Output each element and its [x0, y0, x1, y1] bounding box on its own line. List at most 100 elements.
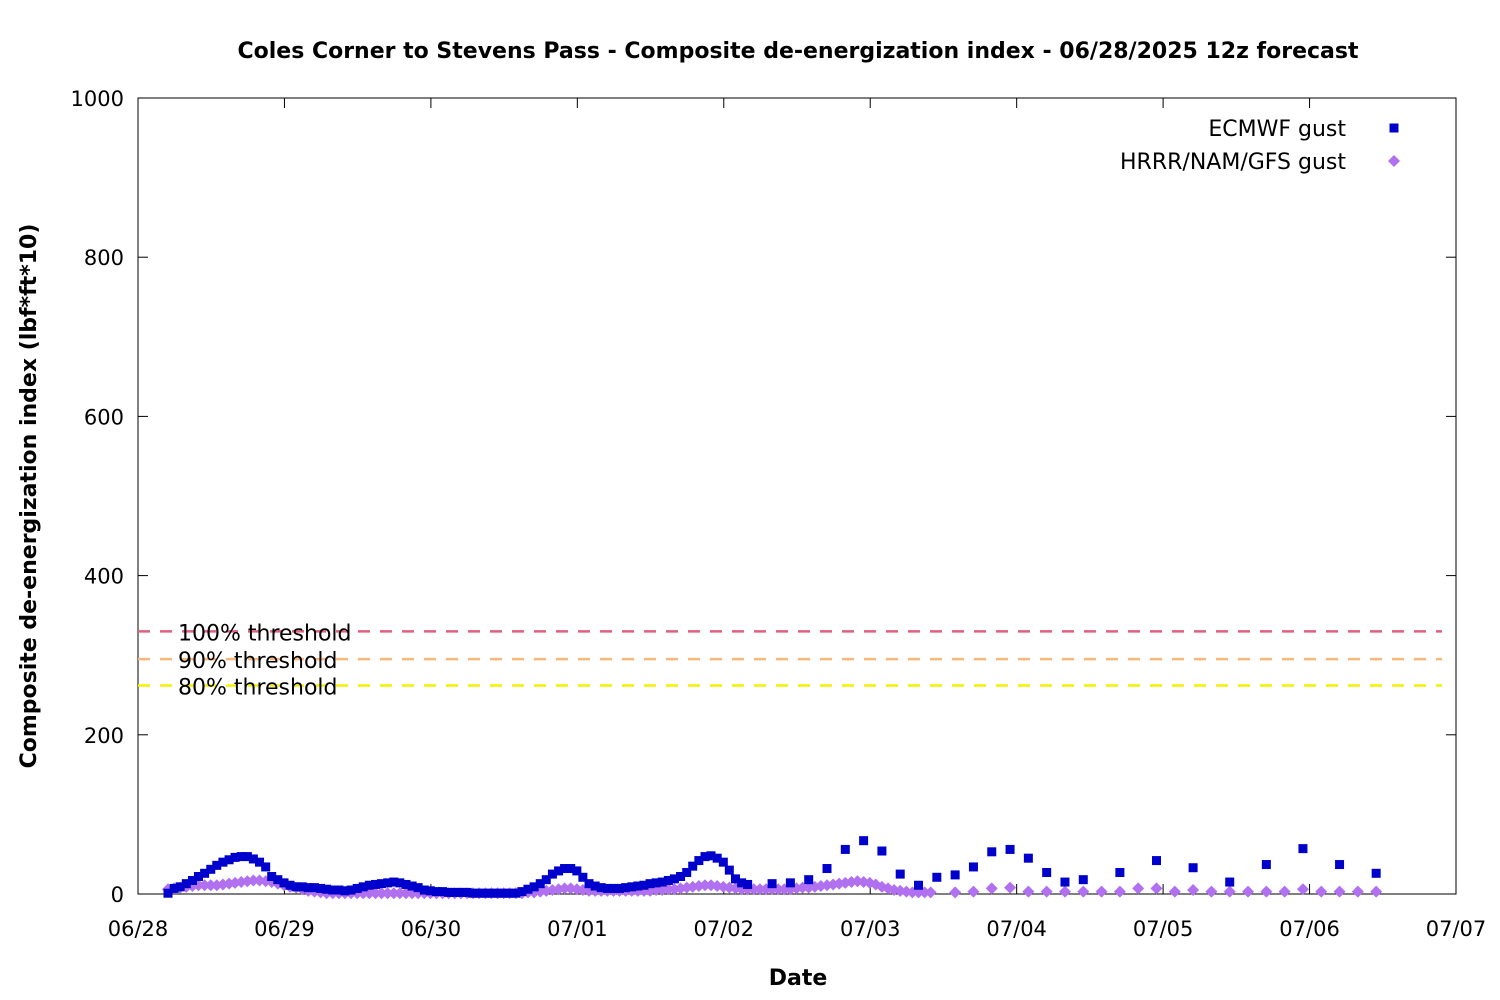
series-1-point-130 [1022, 885, 1035, 898]
y-tick-label-3: 600 [84, 405, 124, 429]
y-axis-ticks: 0 200 400 600 800 1000 [71, 87, 1456, 907]
series-0-point-31 [352, 883, 362, 893]
series-0-point-76 [627, 882, 637, 892]
series-0-point-48 [456, 887, 466, 897]
series-0-point-79 [645, 879, 655, 889]
x-tick-label-8: 07/06 [1279, 917, 1340, 941]
series-0-point-11 [230, 852, 240, 862]
series-1-point-145 [1296, 883, 1309, 896]
series-0-point-15 [255, 857, 265, 867]
series-1-point-34 [369, 887, 382, 900]
series-0-point-63 [547, 869, 557, 879]
series-0-point-112 [1060, 877, 1070, 887]
series-1-point-127 [967, 885, 980, 898]
series-0-point-110 [1023, 853, 1033, 863]
threshold-label-1: 90% threshold [178, 649, 338, 674]
series-1-point-140 [1205, 885, 1218, 898]
series-0-point-42 [419, 885, 429, 895]
x-axis-ticks: 06/28 06/29 06/30 07/01 07/02 07/03 07/04 07/05… [108, 98, 1487, 941]
series-0-point-32 [358, 882, 368, 892]
series-0-point-24 [309, 883, 319, 893]
x-tick-label-4: 07/02 [694, 917, 755, 941]
series-0-point-30 [346, 885, 356, 895]
x-tick-label-1: 06/29 [254, 917, 315, 941]
series-1-point-128 [985, 882, 998, 895]
series-0-point-34 [371, 879, 381, 889]
y-tick-label-1: 200 [84, 724, 124, 748]
series-0-point-55 [499, 888, 509, 898]
series-1-point-146 [1315, 885, 1328, 898]
series-0-point-4 [187, 875, 197, 885]
series-1-point-144 [1278, 885, 1291, 898]
series-0-point-93 [730, 874, 740, 884]
series-0-point-14 [248, 854, 258, 864]
series-0-point-80 [651, 878, 661, 888]
series-0-point-46 [444, 887, 454, 897]
y-tick-label-2: 400 [84, 565, 124, 589]
series-0-point-96 [767, 879, 777, 889]
series-0-point-69 [584, 879, 594, 889]
series-1-point-125 [924, 886, 937, 899]
series-0-point-82 [663, 875, 673, 885]
series-0-point-94 [737, 878, 747, 888]
series-0-point-111 [1042, 868, 1052, 878]
series-0-point-113 [1078, 875, 1088, 885]
series-0-point-68 [578, 872, 588, 882]
x-tick-label-6: 07/04 [986, 917, 1047, 941]
series-0-point-91 [718, 857, 728, 867]
series-0-point-70 [590, 881, 600, 891]
x-tick-label-0: 06/28 [108, 917, 169, 941]
chart-title: Coles Corner to Stevens Pass - Composite… [237, 39, 1359, 64]
series-0-point-33 [364, 880, 374, 890]
series-0-point-27 [328, 885, 338, 895]
legend-marker-1 [1388, 155, 1400, 167]
series-0-point-56 [505, 888, 515, 898]
series-0-point-84 [676, 871, 686, 881]
series-0-point-121 [1371, 868, 1381, 878]
series-0-point-57 [511, 888, 521, 898]
series-0-point-5 [193, 871, 203, 881]
series-0-point-104 [914, 880, 924, 890]
series-0-point-40 [407, 881, 417, 891]
series-1-point-35 [375, 887, 388, 900]
series-0-point-65 [560, 864, 570, 874]
series-0-point-16 [261, 862, 271, 872]
y-tick-label-0: 0 [111, 883, 124, 907]
plot-frame [137, 97, 1457, 895]
series-1-point-132 [1058, 885, 1071, 898]
series-0-point-73 [608, 883, 618, 893]
series-0-point-119 [1298, 844, 1308, 854]
series-1-point-104 [796, 881, 809, 894]
series-0-point-71 [596, 883, 606, 893]
series-1-point-88 [699, 879, 712, 892]
series-0-point-97 [785, 878, 795, 888]
x-tick-label-9: 07/07 [1426, 917, 1487, 941]
series-1-point-38 [393, 887, 406, 900]
series-0-point-100 [840, 844, 850, 854]
series-0-point-58 [517, 887, 527, 897]
series-0-point-22 [297, 882, 307, 892]
threshold-label-2: 80% threshold [178, 675, 338, 700]
series-0-point-13 [242, 852, 252, 862]
series-0-point-85 [682, 868, 692, 878]
x-tick-label-5: 07/03 [840, 917, 901, 941]
series-1-point-143 [1260, 885, 1273, 898]
series-0-point-105 [932, 872, 942, 882]
series-1-point-129 [1004, 881, 1017, 894]
series-1-point-142 [1242, 885, 1255, 898]
series-1-point-126 [949, 886, 962, 899]
series-0-point-103 [895, 869, 905, 879]
series-0-point-45 [438, 887, 448, 897]
legend-label-0: ECMWF gust [1208, 117, 1346, 142]
series-0-point-29 [340, 886, 350, 896]
series-0-point-88 [700, 852, 710, 862]
series-1-point-37 [387, 887, 400, 900]
series-0-point-62 [541, 875, 551, 885]
series-0-point-86 [688, 861, 698, 871]
series-0-point-107 [968, 862, 978, 872]
series-0-point-61 [535, 879, 545, 889]
series-0-point-28 [334, 885, 344, 895]
series-0-point-106 [950, 870, 960, 880]
